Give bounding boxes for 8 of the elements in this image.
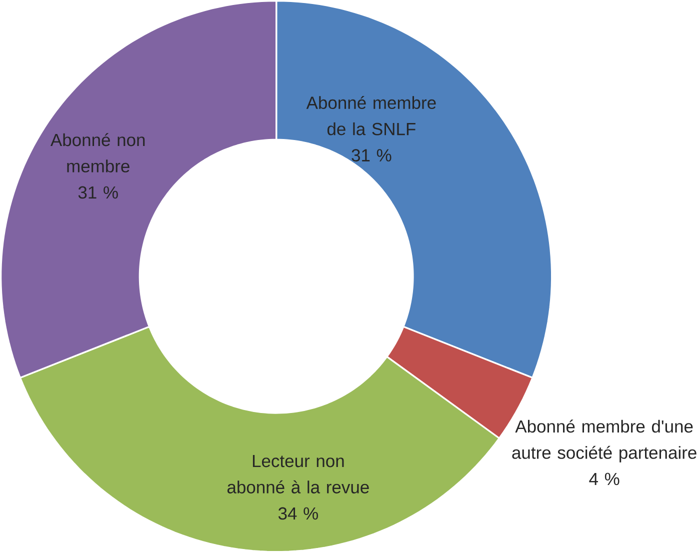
slice-label: Abonné non membre [50,133,145,173]
slice-label: Abonné membre de la SNLF [306,96,436,136]
data-label: 4 % [589,473,620,486]
slice-label: Lecteur non abonné à la revue [227,455,369,494]
data-label: 31 % [78,186,118,199]
slice-label: Abonné membre d'une autre société partenaire [512,420,696,463]
data-label: 31 % [352,149,392,162]
data-label: 34 % [278,507,318,520]
